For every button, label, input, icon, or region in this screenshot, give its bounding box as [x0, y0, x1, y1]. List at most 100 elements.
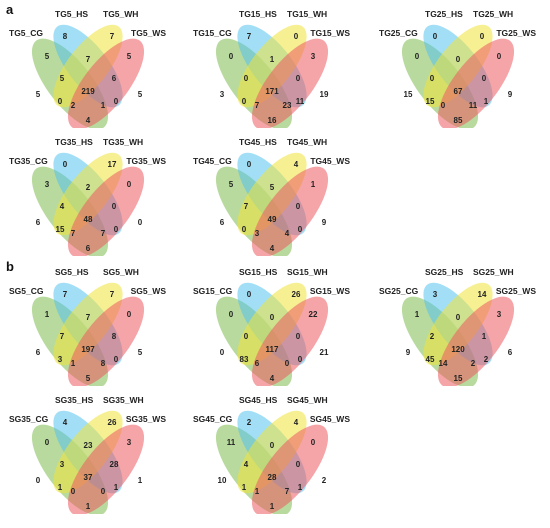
region-count-gb: 11 [227, 438, 236, 447]
region-count-gyr: 8 [101, 359, 106, 368]
region-count-br: 0 [298, 225, 303, 234]
venn-ellipse-3 [237, 282, 307, 366]
region-count-yr: 3 [127, 438, 132, 447]
region-count-byr: 0 [296, 460, 301, 469]
region-count-gby: 5 [60, 74, 65, 83]
region-count-b: 3 [433, 290, 438, 299]
region-count-gy: 45 [426, 355, 435, 364]
region-count-gyr: 2 [471, 359, 476, 368]
region-count-byr: 28 [110, 460, 119, 469]
set-label: SG25_HS [425, 267, 464, 277]
region-count-by: 0 [456, 55, 461, 64]
region-count-gb: 3 [45, 180, 50, 189]
region-count-g: 6 [36, 348, 41, 357]
region-count-by: 0 [456, 313, 461, 322]
venn-ellipse-4 [251, 166, 329, 256]
set-label: TG25_HS [425, 9, 463, 19]
set-label: TG15_WH [287, 9, 327, 19]
region-count-br: 0 [114, 225, 119, 234]
set-label: SG35_WH [103, 395, 144, 405]
region-count-r: 9 [322, 218, 327, 227]
region-count-gr: 1 [86, 502, 91, 511]
region-count-byr: 0 [112, 202, 117, 211]
region-count-gy: 83 [240, 355, 249, 364]
region-count-b: 8 [63, 32, 68, 41]
region-count-gb: 5 [229, 180, 234, 189]
region-count-g: 3 [220, 90, 225, 99]
venn-ellipse-4 [67, 166, 145, 256]
region-count-byr: 0 [296, 332, 301, 341]
set-label: TG35_WH [103, 137, 143, 147]
region-count-gyr: 0 [285, 359, 290, 368]
region-count-all: 219 [81, 87, 95, 96]
region-count-all: 117 [266, 345, 279, 354]
set-label: TG35_CG [9, 156, 48, 166]
region-count-by: 2 [86, 183, 91, 192]
region-count-r: 5 [138, 348, 143, 357]
region-count-r: 9 [508, 90, 513, 99]
set-label: SG35_WS [126, 414, 166, 424]
region-count-gyr: 0 [101, 487, 106, 496]
region-count-g: 6 [36, 218, 41, 227]
venn-ellipse-4 [67, 424, 145, 514]
region-count-gbr: 0 [441, 101, 446, 110]
region-count-all: 171 [265, 87, 279, 96]
region-count-y: 7 [110, 32, 115, 41]
region-count-yr: 3 [311, 52, 316, 61]
region-count-gr: 1 [270, 502, 275, 511]
region-count-br: 2 [484, 355, 489, 364]
venn-ellipse-3 [53, 282, 123, 366]
region-count-by: 7 [86, 55, 91, 64]
set-label: TG35_WS [126, 156, 166, 166]
set-label: SG45_CG [193, 414, 233, 424]
region-count-y: 26 [108, 418, 117, 427]
region-count-gbr: 2 [71, 101, 76, 110]
region-count-r: 2 [322, 476, 327, 485]
region-count-gby: 7 [60, 332, 65, 341]
region-count-r: 0 [138, 218, 143, 227]
region-count-byr: 8 [112, 332, 117, 341]
region-count-yr: 1 [311, 180, 316, 189]
region-count-gyr: 11 [469, 101, 478, 110]
region-count-gbr: 3 [255, 229, 260, 238]
region-count-br: 0 [114, 97, 119, 106]
set-label: TG45_WH [287, 137, 327, 147]
venn-ellipse-4 [251, 424, 329, 514]
region-count-gr: 4 [270, 244, 275, 253]
region-count-gr: 85 [454, 116, 463, 125]
region-count-br: 1 [298, 483, 303, 492]
region-count-yr: 0 [311, 438, 316, 447]
region-count-gy: 15 [56, 225, 65, 234]
region-count-byr: 0 [296, 202, 301, 211]
venn-ellipse-3 [237, 410, 307, 494]
set-label: TG35_HS [55, 137, 93, 147]
region-count-byr: 0 [482, 74, 487, 83]
region-count-by: 0 [270, 441, 275, 450]
venn-ellipse-3 [423, 24, 493, 108]
region-count-b: 0 [63, 160, 68, 169]
set-label: TG25_WH [473, 9, 513, 19]
region-count-gb: 0 [415, 52, 420, 61]
region-count-by: 7 [86, 313, 91, 322]
region-count-y: 17 [108, 160, 117, 169]
region-count-gyr: 1 [101, 101, 106, 110]
region-count-br: 11 [296, 97, 305, 106]
region-count-gy: 1 [242, 483, 247, 492]
venn-diagram-tg5-cg: TG5_CG TG5_HS TG5_WH TG5_WS 5 8 7 5 5 7 5 0 0 5 6 219 2 1… [9, 9, 166, 128]
region-count-gbr: 7 [71, 229, 76, 238]
region-count-y: 26 [292, 290, 301, 299]
venn-ellipse-4 [251, 296, 329, 386]
set-label: TG25_WS [496, 28, 536, 38]
region-count-gy: 3 [58, 355, 63, 364]
region-count-y: 7 [110, 290, 115, 299]
region-count-br: 1 [114, 483, 119, 492]
set-label: TG5_CG [9, 28, 43, 38]
set-label: SG5_WS [131, 286, 167, 296]
region-count-br: 0 [298, 355, 303, 364]
region-count-g: 9 [406, 348, 411, 357]
region-count-gby: 7 [244, 202, 249, 211]
region-count-r: 6 [508, 348, 513, 357]
